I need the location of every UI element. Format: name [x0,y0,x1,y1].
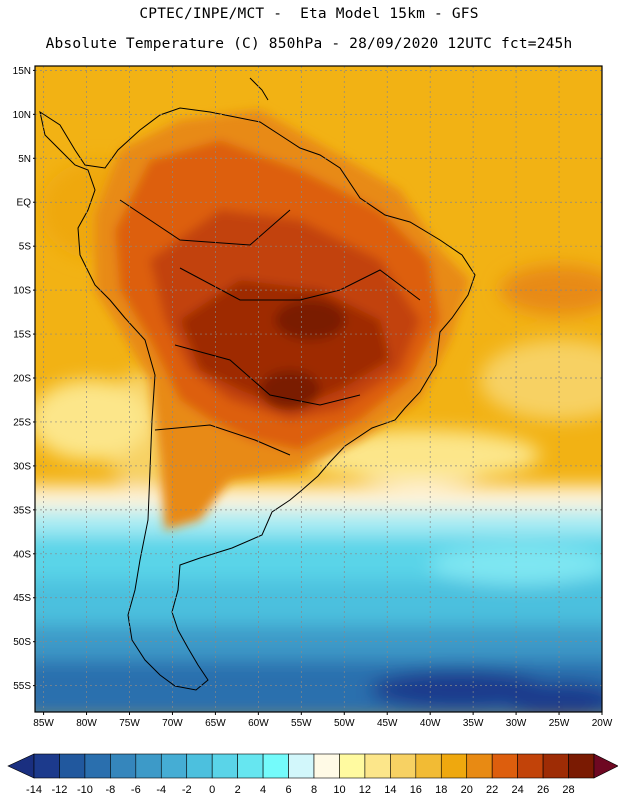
colorbar-label: 18 [435,784,447,796]
colorbar: -14 -12 -10 -8 -6 -4 -2 0 2 4 6 8 10 12 14 16 18 20 22 24 26… [7,753,618,796]
colorbar-swatch [390,753,417,779]
lon-tick-label: 80W [76,718,97,729]
lat-tick-label: 20S [13,374,31,385]
lon-tick-label: 45W [377,718,398,729]
colorbar-swatch [237,753,264,779]
lon-tick-label: 75W [119,718,140,729]
lon-tick-label: 25W [549,718,570,729]
colorbar-swatch [440,753,468,779]
colorbar-label: 16 [410,784,422,796]
chart-title-line1: CPTEC/INPE/MCT - Eta Model 15km - GFS [139,6,479,22]
colorbar-swatch [84,753,111,779]
colorbar-label: 26 [537,784,549,796]
colorbar-label: 24 [512,784,524,796]
colorbar-swatch [33,753,60,779]
colorbar-swatch [59,753,86,779]
colorbar-label: 22 [486,784,498,796]
lat-tick-label: 5N [18,154,31,165]
lon-tick-label: 20W [592,718,613,729]
colorbar-label: -6 [131,784,141,796]
colorbar-swatch [517,753,544,779]
colorbar-swatch [186,753,213,779]
colorbar-swatch [466,753,493,779]
lon-tick-label: 65W [205,718,226,729]
lat-tick-label: 10S [13,286,31,297]
colorbar-label: 4 [260,784,266,796]
coastline [39,77,476,691]
colorbar-swatch [415,753,442,779]
colorbar-swatch [339,753,366,779]
colorbar-label: -2 [182,784,192,796]
latitude-ticks: 15N 10N 5N EQ 5S 10S 15S 20S 25S 30S 35S 40S 45S 50S 5… [13,66,35,692]
lat-tick-label: 15N [13,66,31,77]
lon-tick-label: 85W [33,718,54,729]
colorbar-swatch [110,753,137,779]
colorbar-label: 10 [333,784,345,796]
colorbar-high-extension [593,753,618,779]
colorbar-label: 6 [285,784,291,796]
colorbar-label: -8 [105,784,115,796]
longitude-ticks: 85W 80W 75W 70W 65W 60W 55W 50W 45W 40W 35W 30W 25W 2… [33,712,613,729]
colorbar-swatch [491,753,518,779]
lon-tick-label: 70W [162,718,183,729]
colorbar-low-extension [7,753,35,779]
colorbar-label: -12 [52,784,68,796]
colorbar-label: 8 [311,784,317,796]
lat-tick-label: 30S [13,461,31,472]
lon-tick-label: 30W [506,718,527,729]
colorbar-swatch [364,753,391,779]
lon-tick-label: 35W [463,718,484,729]
colorbar-swatch [262,753,289,779]
lat-tick-label: 50S [13,637,31,648]
chart-title-line2: Absolute Temperature (C) 850hPa - 28/09/… [45,36,573,52]
lat-tick-label: 15S [13,330,31,341]
colorbar-swatch [135,753,162,779]
colorbar-swatch [288,753,315,779]
lon-tick-label: 50W [334,718,355,729]
colorbar-label: 28 [562,784,574,796]
lon-tick-label: 55W [291,718,312,729]
colorbar-swatch [542,753,569,779]
map-frame [34,65,603,713]
colorbar-swatch [211,753,238,779]
lat-tick-label: 55S [13,681,31,692]
lon-tick-label: 60W [248,718,269,729]
lat-tick-label: 25S [13,417,31,428]
colorbar-label: 20 [461,784,473,796]
lat-tick-label: 45S [13,593,31,604]
colorbar-swatch [568,753,595,779]
colorbar-swatch [160,753,188,779]
lat-tick-label: 10N [13,110,31,121]
colorbar-swatch [313,753,340,779]
colorbar-label: 2 [235,784,241,796]
colorbar-label: 0 [209,784,215,796]
temperature-field [35,66,602,712]
lat-tick-label: 35S [13,505,31,516]
lon-tick-label: 40W [420,718,441,729]
lat-tick-label: EQ [17,198,32,209]
colorbar-label: -10 [77,784,93,796]
colorbar-label: -14 [26,784,42,796]
colorbar-label: 12 [359,784,371,796]
lat-tick-label: 5S [19,242,32,253]
colorbar-label: 14 [384,784,396,796]
colorbar-label: -4 [156,784,166,796]
lat-tick-label: 40S [13,549,31,560]
